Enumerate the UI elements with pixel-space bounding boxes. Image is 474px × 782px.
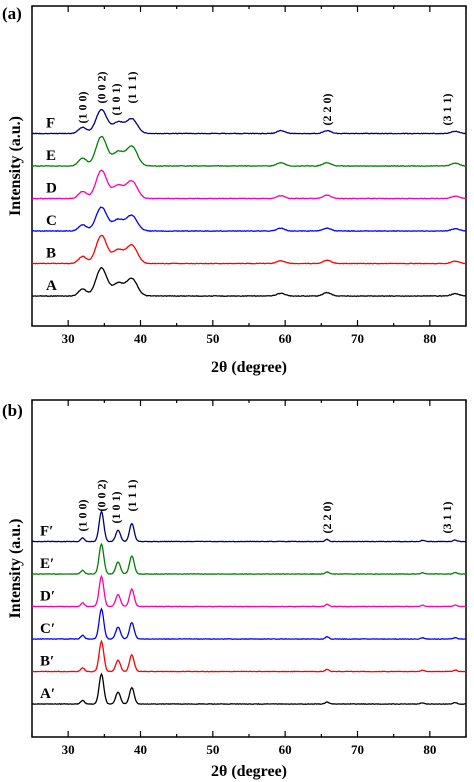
plane-label: (3 1 1) <box>440 94 454 126</box>
series-line-4 <box>31 135 467 168</box>
xrd-panel-a: (a) 30 40 50 60 70 80 2θ (degree) Intensity (a.u… <box>2 4 467 376</box>
x-tick-label: 30 <box>62 742 75 757</box>
plane-label: (0 0 2) <box>94 72 108 104</box>
x-tick-label: 50 <box>206 742 219 757</box>
x-tick-label: 80 <box>423 742 436 757</box>
x-tick-label: 60 <box>279 742 292 757</box>
series-label: F <box>46 116 55 132</box>
series-line-3 <box>31 169 467 200</box>
series-label: E <box>46 148 56 164</box>
series-label: A <box>46 278 57 294</box>
series-line-2 <box>31 206 467 233</box>
series-label: C′ <box>40 621 55 637</box>
plane-label: (1 0 0) <box>76 500 90 532</box>
series-line-0 <box>31 266 467 298</box>
x-tick-label: 40 <box>134 331 147 346</box>
series-label: F′ <box>40 524 53 540</box>
plane-label: (0 0 2) <box>94 480 108 512</box>
series-line-5 <box>31 509 467 543</box>
plane-label: (1 0 1) <box>109 492 123 524</box>
x-tick-label: 70 <box>351 331 364 346</box>
series-label: D′ <box>40 589 55 605</box>
y-axis-label: Intensity (a.u.) <box>7 116 24 216</box>
x-tick-label: 40 <box>134 742 147 757</box>
x-tick-label: 70 <box>351 742 364 757</box>
series-line-2 <box>31 607 467 640</box>
series-line-0 <box>31 672 467 705</box>
plane-label: (3 1 1) <box>440 502 454 534</box>
x-tick-label: 30 <box>62 331 75 346</box>
x-tick-label: 80 <box>423 331 436 346</box>
series-line-3 <box>31 574 467 608</box>
series-label: A′ <box>40 686 55 702</box>
x-axis-label: 2θ (degree) <box>211 763 287 780</box>
series-line-1 <box>31 234 467 265</box>
plane-label: (1 0 0) <box>76 92 90 124</box>
x-axis-label: 2θ (degree) <box>211 359 287 376</box>
x-tick-label: 50 <box>206 331 219 346</box>
series-label: E′ <box>40 556 54 572</box>
y-axis-label: Intensity (a.u.) <box>7 518 24 618</box>
plane-label: (2 2 0) <box>320 502 334 534</box>
panel-tag: (a) <box>2 4 22 23</box>
plane-label: (1 1 1) <box>125 480 139 512</box>
series-line-1 <box>31 639 467 673</box>
plane-label: (1 0 1) <box>109 83 123 115</box>
series-label: B <box>46 246 56 262</box>
series-line-5 <box>31 108 467 135</box>
plane-label: (2 2 0) <box>320 94 334 126</box>
panel-tag: (b) <box>2 401 23 420</box>
x-tick-label: 60 <box>279 331 292 346</box>
xrd-panel-b: (b) 30 40 50 60 70 80 2θ (degree) Intensity (a.u… <box>2 399 467 780</box>
series-label: C <box>46 213 57 229</box>
series-label: B′ <box>40 654 54 670</box>
plane-label: (1 1 1) <box>125 72 139 104</box>
series-label: D <box>46 181 57 197</box>
series-line-4 <box>31 542 467 575</box>
